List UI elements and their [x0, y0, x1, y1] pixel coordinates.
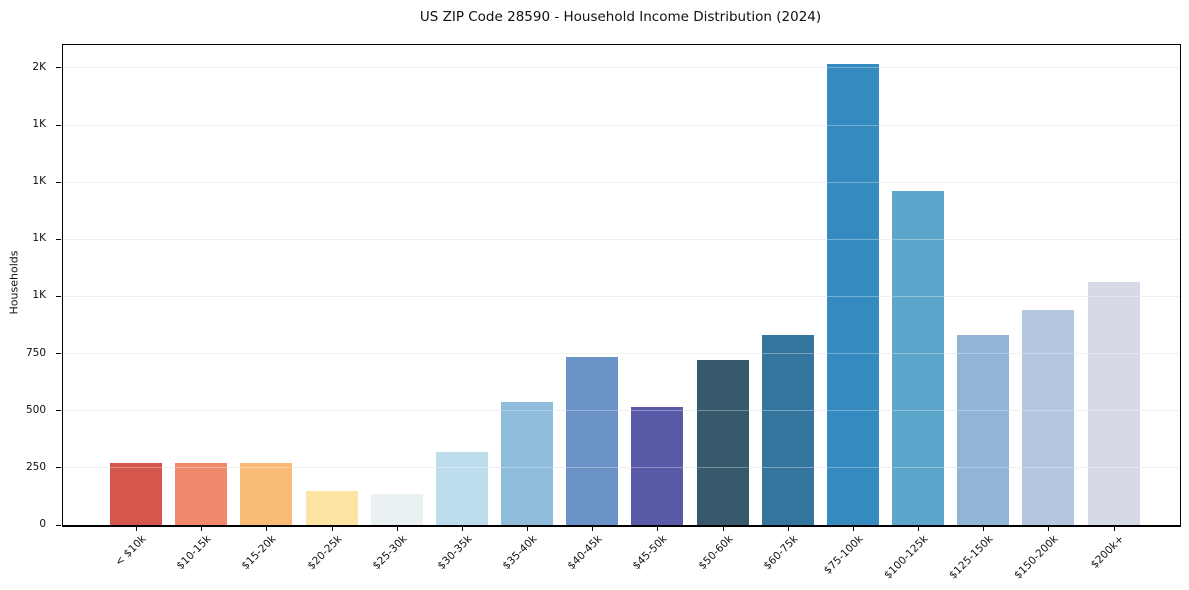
gridline-overlay — [63, 467, 1180, 469]
x-tick-mark — [787, 526, 789, 531]
bar — [1022, 310, 1075, 525]
gridline-overlay — [63, 124, 1180, 126]
y-tick-mark — [56, 67, 61, 69]
bar — [175, 463, 228, 525]
gridline-overlay — [63, 295, 1180, 297]
y-tick-label: 2K — [32, 60, 46, 73]
y-tick-mark — [56, 467, 61, 469]
x-tick-label: < $10k — [112, 533, 149, 569]
y-tick-mark — [56, 353, 61, 355]
y-tick-mark — [56, 410, 61, 412]
y-tick-label: 1K — [32, 118, 46, 130]
y-tick-label: 1K — [32, 232, 46, 245]
gridline — [63, 353, 1180, 355]
y-tick-mark — [56, 238, 61, 240]
x-tick-mark — [396, 526, 398, 531]
x-tick-mark — [657, 526, 659, 531]
gridline — [63, 238, 1180, 240]
y-tick-label: 0 — [39, 518, 46, 530]
bar — [240, 463, 293, 525]
y-tick-mark — [56, 524, 61, 526]
x-tick-mark — [983, 526, 985, 531]
gridline-overlay — [63, 238, 1180, 240]
x-tick-mark — [1048, 526, 1050, 531]
gridline — [63, 67, 1180, 69]
gridline — [63, 124, 1180, 126]
x-tick-mark — [201, 526, 203, 531]
gridline-overlay — [63, 410, 1180, 412]
plot-area — [62, 44, 1181, 527]
bar — [501, 401, 554, 525]
x-tick-mark — [461, 526, 463, 531]
gridline-overlay — [63, 181, 1180, 183]
gridline-overlay — [63, 67, 1180, 69]
gridline — [63, 181, 1180, 183]
y-tick-mark — [56, 295, 61, 297]
x-tick-mark — [592, 526, 594, 531]
x-tick-mark — [331, 526, 333, 531]
y-tick-mark — [56, 181, 61, 183]
y-tick-label: 250 — [25, 460, 46, 473]
chart-title: US ZIP Code 28590 - Household Income Dis… — [419, 9, 822, 25]
y-tick-mark — [56, 124, 61, 126]
x-tick-mark — [136, 526, 137, 531]
x-tick-mark — [266, 526, 268, 531]
bar — [826, 64, 879, 525]
gridline-overlay — [63, 353, 1180, 355]
gridline — [63, 295, 1180, 297]
bar — [631, 407, 684, 525]
bar — [761, 335, 814, 525]
bar — [305, 490, 358, 525]
gridline — [63, 467, 1180, 469]
bar — [892, 191, 945, 525]
bar — [696, 360, 749, 525]
bar — [1087, 281, 1140, 525]
y-tick-label: 1K — [32, 289, 46, 302]
y-tick-label: 750 — [25, 346, 46, 359]
y-tick-label: 500 — [25, 403, 46, 416]
x-tick-mark — [527, 526, 529, 531]
x-tick-mark — [918, 526, 920, 531]
bar — [435, 451, 488, 525]
x-tick-mark — [852, 526, 854, 531]
gridline — [63, 410, 1180, 412]
bar — [370, 494, 423, 525]
y-tick-label: 1K — [32, 175, 46, 188]
bar — [957, 335, 1010, 525]
bar — [566, 357, 619, 525]
bar — [110, 463, 162, 525]
x-tick-mark — [1113, 526, 1115, 531]
x-tick-mark — [722, 526, 724, 531]
